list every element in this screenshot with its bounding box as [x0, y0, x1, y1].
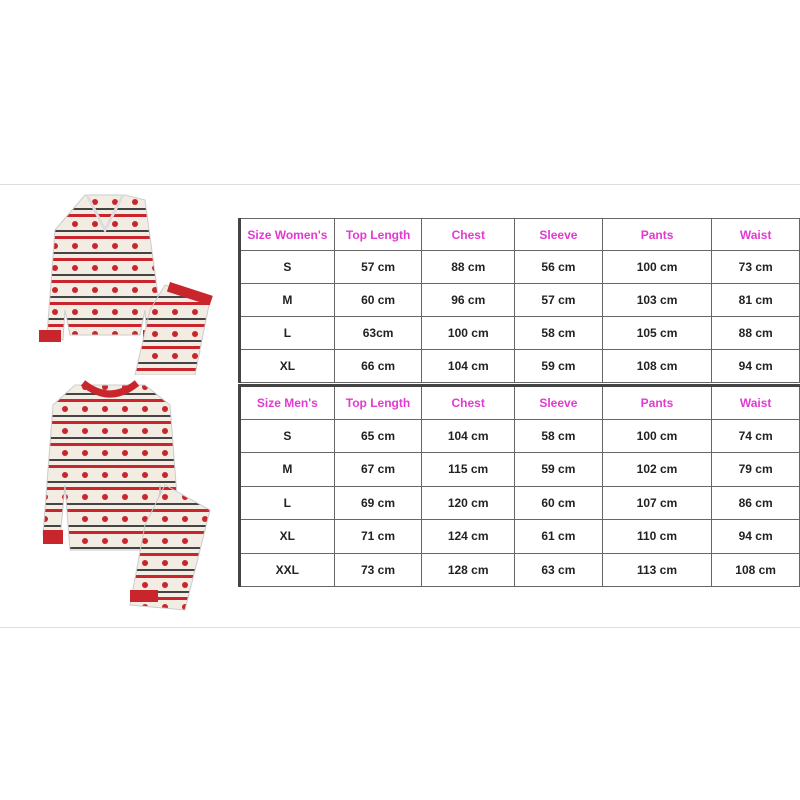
table-cell: 65 cm: [333, 418, 423, 453]
table-cell: 113 cm: [601, 552, 713, 587]
table-header-row: Size Men's Top Length Chest Sleeve Pants…: [238, 385, 800, 420]
womens-size-table: Size Women's Top Length Chest Sleeve Pan…: [238, 218, 800, 383]
size-cell: S: [238, 418, 335, 453]
header-cell: Chest: [421, 385, 516, 420]
table-header-row: Size Women's Top Length Chest Sleeve Pan…: [238, 218, 800, 251]
table-cell: 100 cm: [601, 250, 713, 284]
table-cell: 66 cm: [333, 349, 423, 383]
table-cell: 94 cm: [711, 349, 800, 383]
size-cell: L: [238, 316, 335, 350]
header-cell: Waist: [711, 385, 800, 420]
header-cell: Top Length: [333, 385, 423, 420]
table-cell: 69 cm: [333, 485, 423, 520]
size-cell: M: [238, 283, 335, 317]
table-cell: 100 cm: [421, 316, 516, 350]
header-cell: Waist: [711, 218, 800, 251]
table-cell: 59 cm: [514, 452, 603, 487]
table-row: M 67 cm 115 cm 59 cm 102 cm 79 cm: [238, 452, 800, 487]
table-cell: 107 cm: [601, 485, 713, 520]
table-cell: 73 cm: [333, 552, 423, 587]
table-cell: 73 cm: [711, 250, 800, 284]
size-cell: XXL: [238, 552, 335, 587]
table-cell: 58 cm: [514, 316, 603, 350]
header-cell: Pants: [601, 218, 713, 251]
mens-pajama-image: [42, 380, 211, 611]
table-row: XXL 73 cm 128 cm 63 cm 113 cm 108 cm: [238, 552, 800, 587]
table-cell: 63 cm: [514, 552, 603, 587]
table-cell: 88 cm: [421, 250, 516, 284]
table-cell: 71 cm: [333, 519, 423, 554]
table-cell: 103 cm: [601, 283, 713, 317]
table-row: S 57 cm 88 cm 56 cm 100 cm 73 cm: [238, 250, 800, 284]
table-cell: 57 cm: [514, 283, 603, 317]
table-row: M 60 cm 96 cm 57 cm 103 cm 81 cm: [238, 283, 800, 317]
table-row: L 69 cm 120 cm 60 cm 107 cm 86 cm: [238, 485, 800, 520]
table-row: XL 71 cm 124 cm 61 cm 110 cm 94 cm: [238, 519, 800, 554]
table-cell: 108 cm: [601, 349, 713, 383]
table-cell: 124 cm: [421, 519, 516, 554]
size-cell: S: [238, 250, 335, 284]
table-cell: 102 cm: [601, 452, 713, 487]
size-cell: L: [238, 485, 335, 520]
header-cell: Pants: [601, 385, 713, 420]
table-cell: 74 cm: [711, 418, 800, 453]
header-cell: Top Length: [333, 218, 423, 251]
table-cell: 115 cm: [421, 452, 516, 487]
table-cell: 105 cm: [601, 316, 713, 350]
size-cell: XL: [238, 349, 335, 383]
table-cell: 59 cm: [514, 349, 603, 383]
table-cell: 96 cm: [421, 283, 516, 317]
table-cell: 94 cm: [711, 519, 800, 554]
table-cell: 81 cm: [711, 283, 800, 317]
table-cell: 56 cm: [514, 250, 603, 284]
table-cell: 79 cm: [711, 452, 800, 487]
size-cell: M: [238, 452, 335, 487]
table-cell: 128 cm: [421, 552, 516, 587]
header-cell: Sleeve: [514, 218, 603, 251]
mens-size-table: Size Men's Top Length Chest Sleeve Pants…: [238, 384, 800, 587]
table-cell: 88 cm: [711, 316, 800, 350]
size-cell: XL: [238, 519, 335, 554]
table-row: L 63cm 100 cm 58 cm 105 cm 88 cm: [238, 316, 800, 350]
womens-pajama-image: [39, 194, 213, 375]
header-cell: Chest: [421, 218, 516, 251]
table-cell: 67 cm: [333, 452, 423, 487]
table-cell: 86 cm: [711, 485, 800, 520]
table-row: XL 66 cm 104 cm 59 cm 108 cm 94 cm: [238, 349, 800, 383]
table-cell: 104 cm: [421, 418, 516, 453]
table-row: S 65 cm 104 cm 58 cm 100 cm 74 cm: [238, 418, 800, 453]
table-cell: 60 cm: [333, 283, 423, 317]
header-cell: Size Men's: [238, 385, 335, 420]
table-cell: 60 cm: [514, 485, 603, 520]
header-cell: Sleeve: [514, 385, 603, 420]
table-cell: 110 cm: [601, 519, 713, 554]
table-cell: 61 cm: [514, 519, 603, 554]
table-cell: 108 cm: [711, 552, 800, 587]
table-cell: 100 cm: [601, 418, 713, 453]
table-cell: 104 cm: [421, 349, 516, 383]
table-cell: 120 cm: [421, 485, 516, 520]
table-cell: 58 cm: [514, 418, 603, 453]
table-cell: 57 cm: [333, 250, 423, 284]
table-cell: 63cm: [333, 316, 423, 350]
header-cell: Size Women's: [238, 218, 335, 251]
